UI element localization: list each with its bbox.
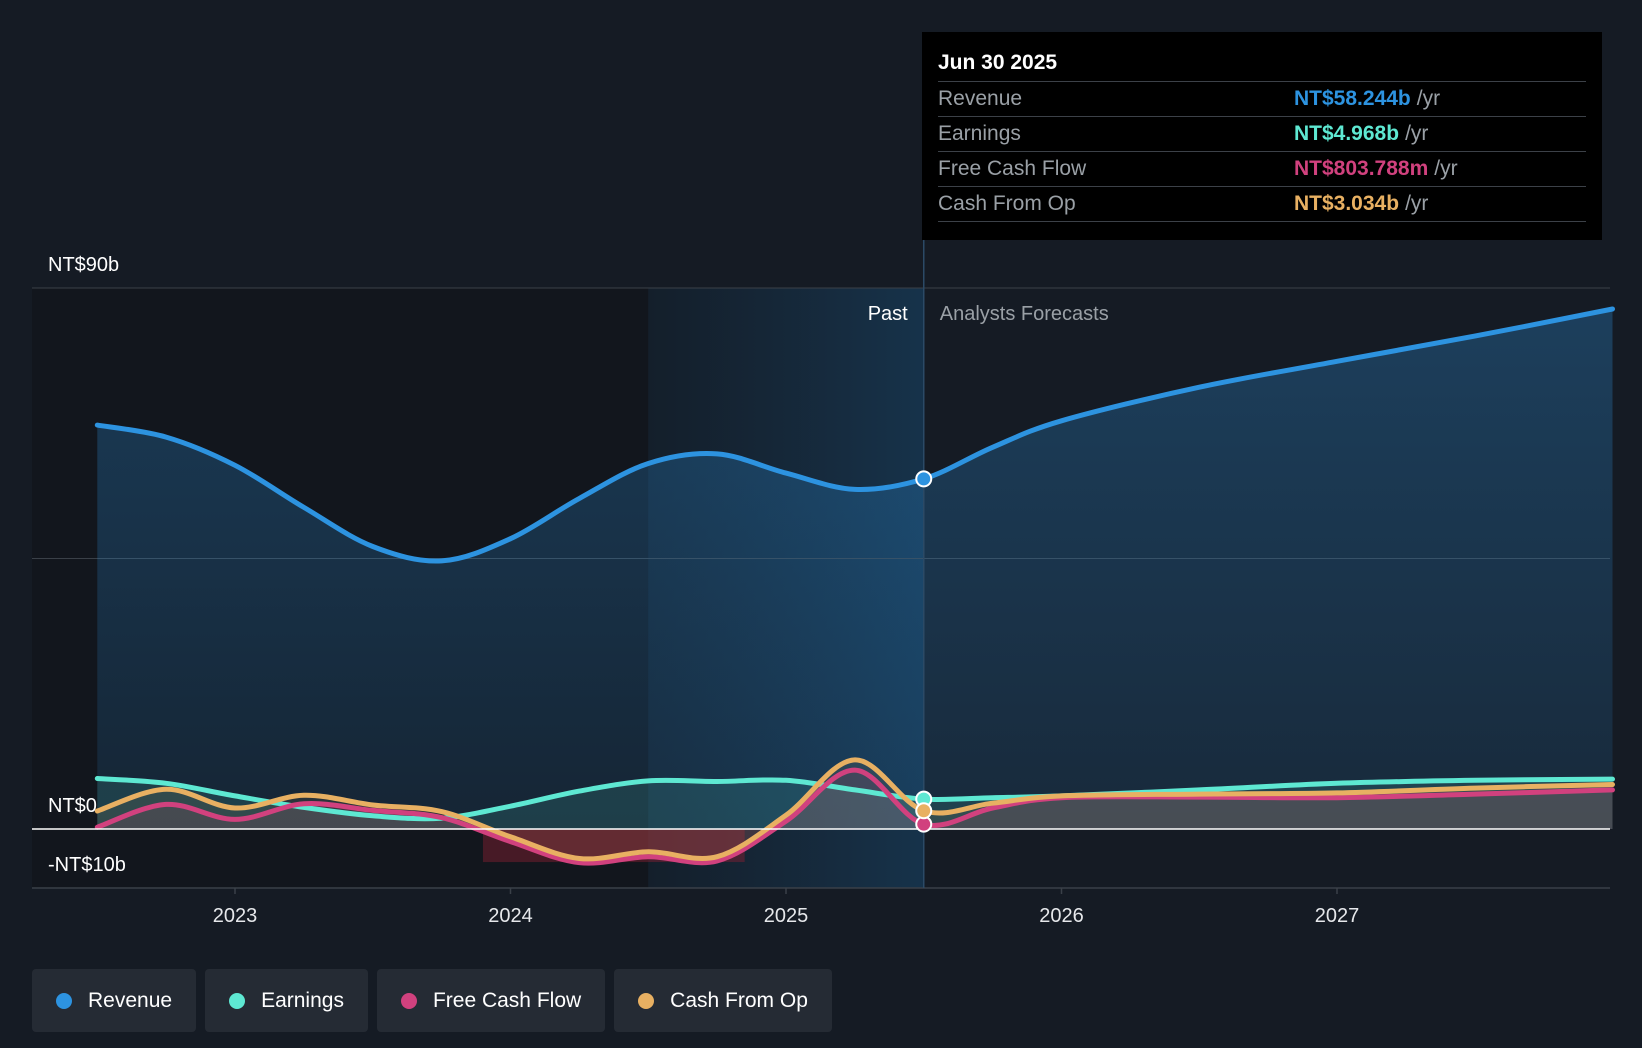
tooltip-label: Free Cash Flow	[938, 157, 1087, 180]
tooltip-label: Earnings	[938, 122, 1021, 145]
legend-item-cash-from-op[interactable]: Cash From Op	[614, 969, 832, 1032]
earnings-dot-icon	[229, 992, 246, 1009]
tooltip-row-free-cash-flow: Free Cash Flow NT$803.788m /yr	[938, 152, 1586, 187]
tooltip-unit: /yr	[1405, 192, 1429, 215]
hover-markers	[915, 470, 933, 833]
x-tick-label: 2026	[1039, 905, 1084, 927]
free-cash-flow-dot-icon	[400, 992, 417, 1009]
cash-from-op-line	[94, 757, 1615, 862]
legend: Revenue Earnings Free Cash Flow Cash Fro…	[32, 969, 832, 1032]
legend-item-earnings[interactable]: Earnings	[205, 969, 368, 1032]
tooltip-unit: /yr	[1405, 122, 1429, 145]
cash-from-op-dot-icon	[638, 992, 655, 1009]
tooltip-value: NT$58.244b	[1294, 87, 1411, 110]
legend-label: Revenue	[88, 988, 173, 1012]
tooltip-unit: /yr	[1434, 157, 1458, 180]
forecast-label: Analysts Forecasts	[940, 303, 1109, 325]
free-cash-flow-area	[97, 770, 1613, 864]
y-label-bottom: -NT$10b	[48, 854, 126, 876]
series-lines	[94, 306, 1615, 866]
past-label: Past	[868, 303, 908, 325]
legend-item-free-cash-flow[interactable]: Free Cash Flow	[376, 969, 606, 1032]
revenue-line	[94, 306, 1615, 564]
tooltip-label: Cash From Op	[938, 192, 1076, 215]
legend-label: Free Cash Flow	[432, 988, 582, 1012]
revenue-area	[97, 309, 1613, 829]
y-label-zero: NT$0	[48, 795, 97, 817]
tooltip-row-cash-from-op: Cash From Op NT$3.034b /yr	[938, 187, 1586, 222]
free-cash-flow-line	[94, 767, 1615, 866]
x-tick-label: 2025	[764, 905, 809, 927]
legend-label: Cash From Op	[670, 988, 808, 1012]
tooltip-value: NT$3.034b	[1294, 192, 1400, 215]
legend-item-revenue[interactable]: Revenue	[32, 969, 197, 1032]
revenue-dot-icon	[56, 992, 72, 1009]
x-axis-ticks: 2023 2024 2025 2026 2027	[213, 888, 1360, 927]
tooltip-row-earnings: Earnings NT$4.968b /yr	[938, 117, 1586, 152]
x-tick-label: 2027	[1315, 905, 1360, 927]
tooltip-row-revenue: Revenue NT$58.244b /yr	[938, 82, 1586, 117]
earnings-line	[94, 776, 1615, 822]
legend-label: Earnings	[261, 988, 344, 1012]
y-label-top: NT$90b	[48, 254, 119, 276]
tooltip-value: NT$4.968b	[1294, 122, 1400, 145]
earnings-area	[97, 778, 1613, 829]
cash-from-op-marker	[915, 802, 933, 820]
x-tick-label: 2024	[488, 905, 533, 927]
x-tick-label: 2023	[213, 905, 258, 927]
tooltip-date: Jun 30 2025	[938, 48, 1586, 82]
tooltip: Jun 30 2025 Revenue NT$58.244b /yr Earni…	[922, 32, 1602, 240]
tooltip-label: Revenue	[938, 87, 1023, 110]
tooltip-unit: /yr	[1416, 87, 1441, 110]
revenue-marker	[915, 470, 933, 488]
cash-from-op-area	[97, 759, 1613, 859]
tooltip-value: NT$803.788m	[1294, 157, 1429, 180]
